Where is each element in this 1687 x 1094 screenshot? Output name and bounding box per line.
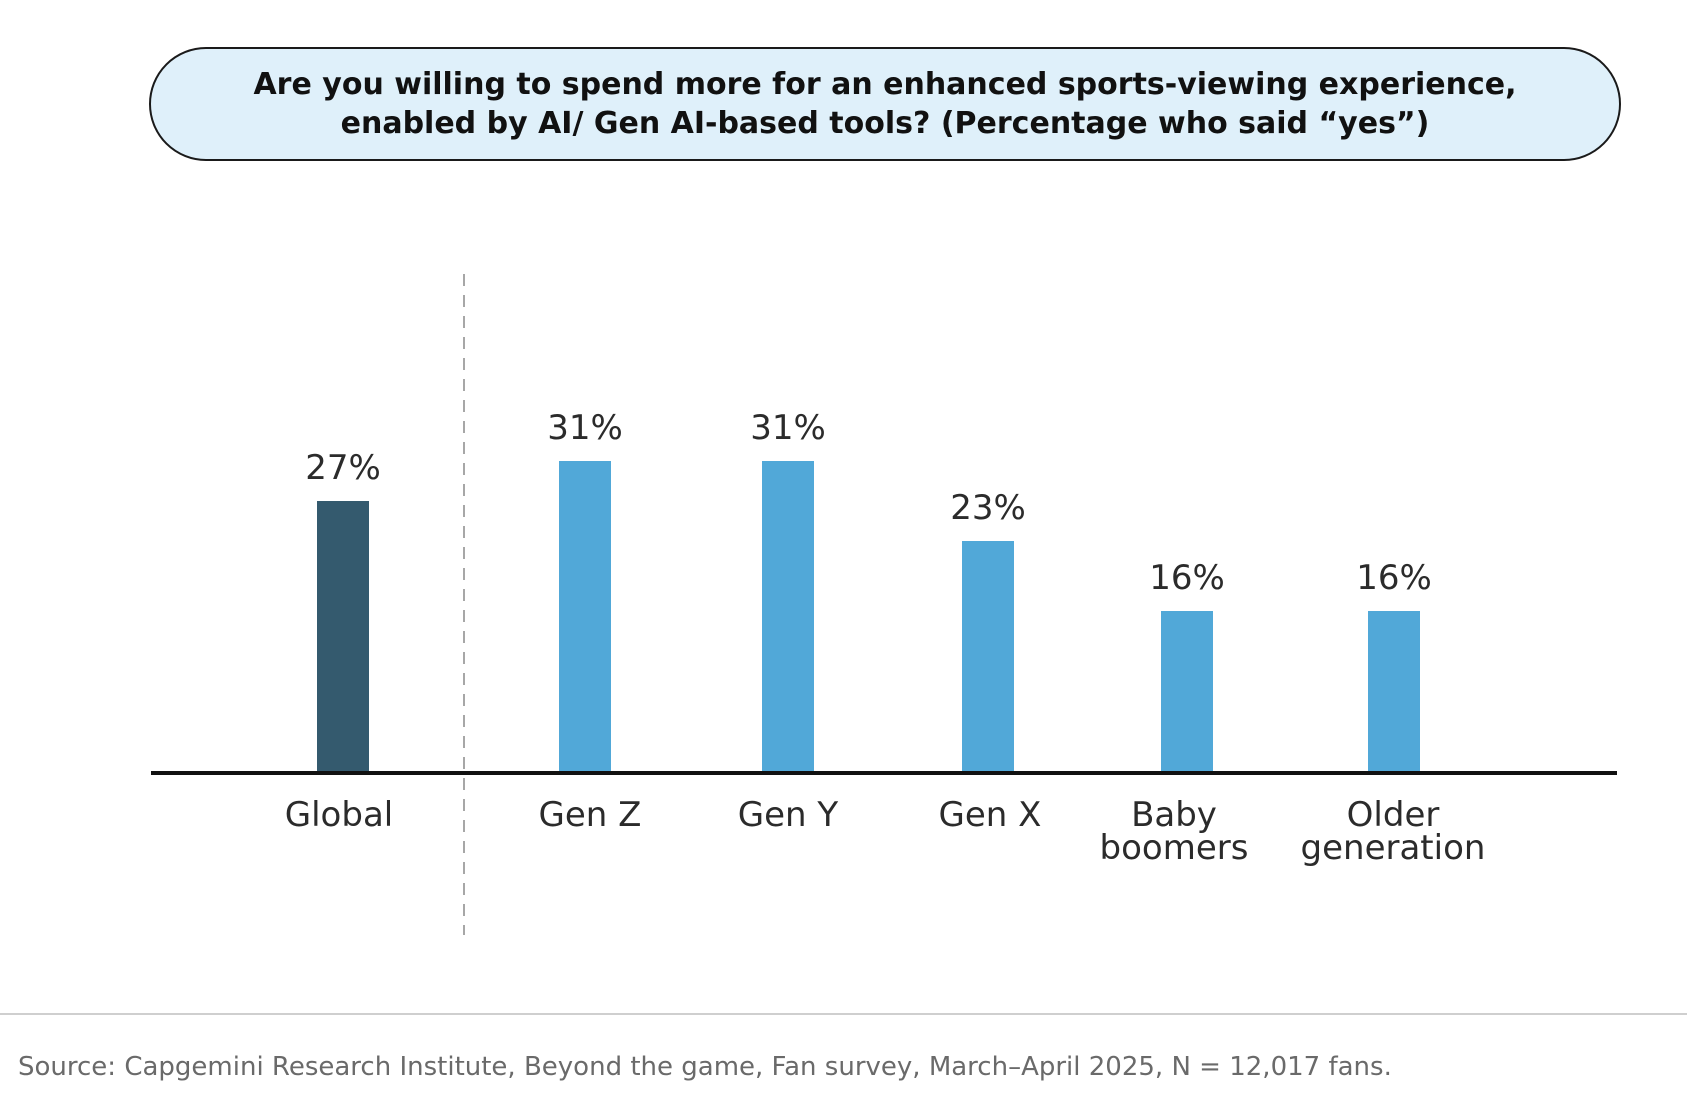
- bar-older-generation: [1368, 611, 1420, 771]
- labels-layer: 27% Global 31% Gen Z 31% Gen Y 23% Gen X 16% Baby…: [285, 408, 1486, 868]
- category-label: Gen Z: [539, 795, 642, 835]
- value-label: 31%: [547, 408, 623, 448]
- category-label: Gen X: [939, 795, 1042, 835]
- source-note: Source: Capgemini Research Institute, Be…: [18, 1052, 1392, 1082]
- value-label: 23%: [950, 488, 1026, 528]
- chart-title-line-1: Are you willing to spend more for an enh…: [253, 67, 1517, 102]
- bar-gen-y: [762, 461, 814, 771]
- bar-baby-boomers: [1161, 611, 1213, 771]
- value-label: 27%: [305, 448, 381, 488]
- bar-gen-x: [962, 541, 1014, 771]
- category-label: Baby: [1131, 795, 1217, 835]
- category-label: Gen Y: [738, 795, 839, 835]
- value-label: 16%: [1149, 558, 1225, 598]
- chart-title-box: Are you willing to spend more for an enh…: [149, 47, 1621, 161]
- category-label: Older: [1347, 795, 1440, 835]
- bar-global: [317, 501, 369, 771]
- category-label: Global: [285, 795, 393, 835]
- footer-divider: [0, 1013, 1687, 1015]
- bar-gen-z: [559, 461, 611, 771]
- value-label: 16%: [1356, 558, 1432, 598]
- category-label: generation: [1301, 828, 1486, 868]
- category-label: boomers: [1100, 828, 1249, 868]
- value-label: 31%: [750, 408, 826, 448]
- bars-layer: [317, 461, 1420, 771]
- chart-title-line-2: enabled by AI/ Gen AI-based tools? (Perc…: [340, 106, 1430, 141]
